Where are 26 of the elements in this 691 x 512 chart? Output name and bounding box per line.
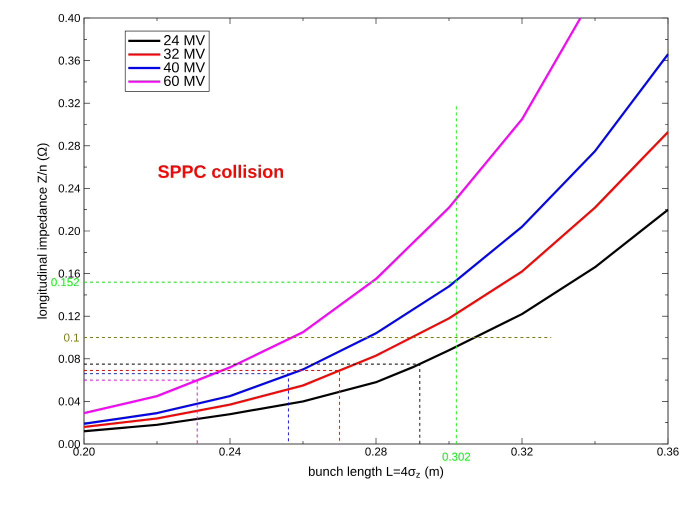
y-tick-label: 0.12 xyxy=(58,312,80,320)
x-tick-label: 0.24 xyxy=(219,448,241,456)
annotation: 0.302 xyxy=(442,452,470,461)
y-tick-label: 0.32 xyxy=(58,99,80,108)
data-label: 0.152 xyxy=(51,278,79,286)
legend-label: 40 MV xyxy=(164,62,206,72)
y-tick-label: 0.28 xyxy=(58,142,80,150)
y-tick-label: 0.20 xyxy=(58,226,80,236)
text: SPPC collision xyxy=(158,164,284,178)
x-tick-label: 0.32 xyxy=(511,448,533,456)
legend-label: 60 MV xyxy=(164,76,206,86)
y-tick-label: 0.24 xyxy=(58,184,80,192)
y-tick-label: 0.08 xyxy=(58,354,80,363)
y-tick-label: 0.04 xyxy=(58,397,80,406)
y-tick-label: 0.40 xyxy=(58,14,80,22)
x-axis-title: bunch length L=4σ$_{z}$ (m) xyxy=(308,466,444,479)
x-tick-label: 0.36 xyxy=(657,448,679,456)
y-axis-title: longitudinal impedance Z/n (Ω) xyxy=(37,143,50,318)
y-tick-label: 0.36 xyxy=(58,56,80,65)
legend-label: 24 MV xyxy=(164,35,206,46)
x-tick-label: 0.20 xyxy=(73,448,95,456)
legend-label: 32 MV xyxy=(164,48,206,59)
x-tick-label: 0.28 xyxy=(365,448,387,456)
data-label: 0.1 xyxy=(64,333,79,342)
y-tick-label: 0.00 xyxy=(58,440,80,448)
y-tick-label: 0.16 xyxy=(58,270,80,278)
